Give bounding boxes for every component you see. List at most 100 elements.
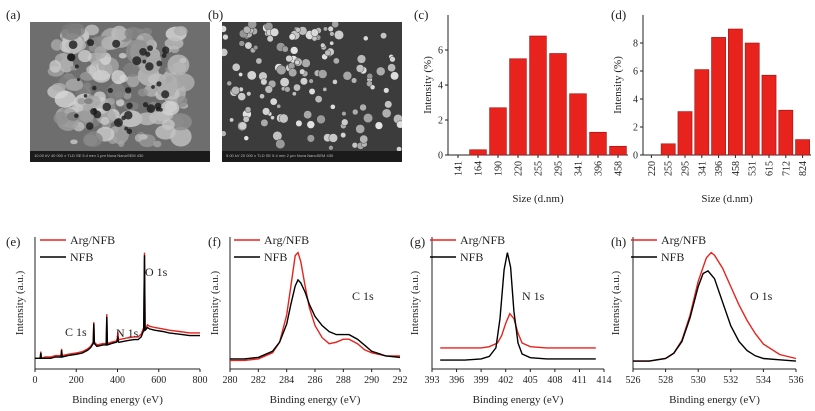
sem-b-particle: [381, 108, 392, 119]
x-tick-label: 458: [731, 161, 742, 176]
sem-a-pore: [139, 47, 147, 56]
x-tick-label: 280: [223, 375, 238, 386]
sem-b-particle: [243, 135, 249, 141]
sem-a-pore: [142, 102, 149, 108]
sem-a-aggregate: [134, 134, 143, 142]
sem-b-particle: [238, 72, 243, 77]
sem-a-aggregate: [84, 98, 93, 105]
spectrum-line-argnfb: [440, 312, 596, 349]
x-axis-label: Size (d.nm): [701, 193, 753, 205]
sem-a-aggregate: [65, 78, 84, 91]
sem-a-pore: [124, 87, 132, 94]
sem-a-aggregate: [51, 82, 66, 92]
y-axis-label: Intensity (%): [422, 56, 434, 114]
sem-b-particle: [363, 113, 374, 124]
sem-b-particle: [222, 48, 229, 57]
sem-a-aggregate: [59, 52, 69, 59]
y-axis-label: Intensity (a.u.): [14, 270, 26, 335]
sem-b-particle: [264, 85, 273, 94]
sem-a-aggregate: [61, 23, 82, 41]
sem-b-particle: [363, 35, 369, 42]
sem-b-particle: [231, 63, 241, 72]
x-tick-label: 405: [523, 375, 538, 386]
sem-a-aggregate: [155, 124, 176, 140]
sem-a-pore: [154, 102, 162, 110]
sem-b-particle: [299, 68, 306, 75]
sem-a-pore: [114, 118, 123, 127]
x-tick-label: 414: [597, 375, 612, 386]
sem-b-particle: [288, 68, 298, 78]
sem-b-particle: [259, 93, 265, 99]
x-tick-label: 141: [454, 161, 465, 176]
sem-b-particle: [275, 139, 286, 149]
x-axis-label: Binding energy (eV): [669, 394, 760, 406]
sem-b-particle: [387, 63, 396, 73]
sem-a-aggregate: [164, 37, 184, 50]
legend-label: Arg/NFB: [460, 233, 505, 247]
x-tick-label: 200: [69, 375, 84, 386]
histogram-bar: [761, 74, 777, 156]
sem-a-pore: [74, 64, 79, 69]
sem-b-particle: [342, 71, 353, 81]
sem-b-particle: [238, 40, 245, 47]
sem-b-particle: [293, 83, 301, 92]
sem-b-particle: [237, 92, 246, 101]
sem-b-particle: [269, 97, 278, 106]
y-tick-label: 4: [438, 81, 443, 92]
sem-a-aggregate: [137, 112, 157, 126]
peak-annotation: N 1s: [116, 326, 139, 340]
sem-b-particle: [253, 45, 259, 51]
sem-b-particle: [331, 22, 339, 28]
x-tick-label: 458: [614, 161, 625, 176]
sem-a-pore: [107, 87, 113, 94]
sem-a-aggregate: [92, 70, 111, 83]
y-axis-label: Intensity (a.u.): [409, 270, 421, 335]
sem-a-aggregate: [53, 111, 69, 125]
sem-b-particle: [243, 25, 251, 34]
sem-a-pore: [126, 102, 133, 109]
sem-b-particle: [266, 35, 274, 43]
x-tick-label: 290: [364, 375, 379, 386]
sem-b-particle: [255, 57, 263, 65]
x-tick-label: 399: [474, 375, 489, 386]
histogram-bar: [694, 69, 710, 156]
sem-b-particle: [238, 121, 248, 131]
y-axis-label: Intensity (a.u.): [209, 270, 221, 335]
spectrum-line-nfb: [440, 252, 596, 361]
y-tick-label: 0: [633, 151, 638, 162]
sem-b-particle: [396, 146, 402, 151]
sem-b-particle: [329, 31, 335, 37]
sem-image-a: 10.00 kV 40 000 x TLD SE 5.4 mm 1 μm Nov…: [30, 22, 210, 162]
sem-b-particle: [270, 115, 275, 120]
sem-b-particle: [376, 66, 386, 76]
sem-a-aggregate: [83, 134, 98, 147]
sem-b-particle: [222, 25, 227, 33]
sem-a-pore: [145, 62, 154, 71]
sem-a-pore: [147, 45, 153, 52]
y-axis-label: Intensity (a.u.): [610, 270, 622, 335]
x-tick-label: 255: [534, 161, 545, 176]
x-tick-label: 411: [572, 375, 587, 386]
sem-b-particle: [356, 54, 367, 64]
sem-a-pore: [132, 56, 142, 66]
panel-label: (f): [208, 234, 221, 249]
sem-b-particle: [306, 134, 315, 143]
panel-label: (c): [414, 7, 428, 22]
histogram-bar: [609, 145, 627, 156]
x-tick-label: 190: [494, 161, 505, 176]
sem-a-pore: [161, 90, 170, 99]
histogram-bar: [660, 143, 676, 156]
sem-a-pore: [126, 128, 133, 135]
sem-b-particle: [384, 100, 393, 109]
sem-a-pore: [76, 78, 80, 82]
sem-a-aggregate: [107, 82, 126, 101]
x-tick-label: 536: [789, 375, 804, 386]
sem-a-aggregate: [49, 59, 62, 73]
histogram-bar: [589, 131, 607, 156]
x-tick-label: 402: [498, 375, 513, 386]
sem-a-aggregate: [123, 62, 141, 77]
sem-b-particle: [276, 103, 281, 109]
sem-b-particle: [262, 107, 271, 116]
sem-info-text-a: 10.00 kV 40 000 x TLD SE 5.4 mm 1 μm Nov…: [34, 153, 144, 158]
